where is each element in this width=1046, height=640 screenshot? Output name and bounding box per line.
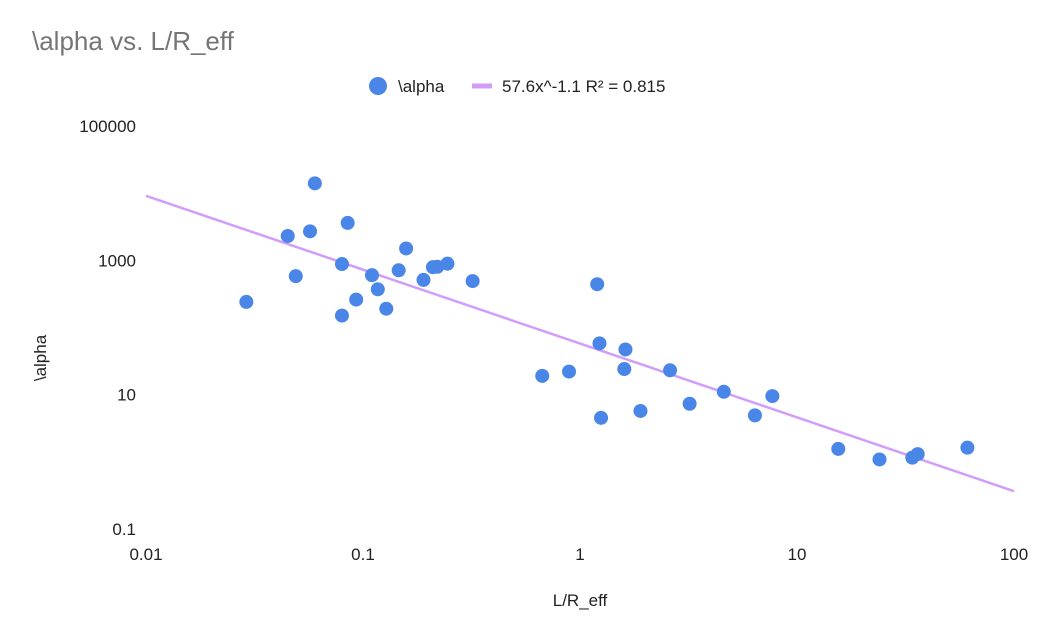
data-point — [872, 452, 887, 467]
y-axis-ticks: 0.1 10 1000 100000 — [79, 117, 136, 539]
data-points — [239, 176, 975, 467]
data-point — [682, 396, 697, 411]
data-point — [592, 336, 607, 351]
x-tick-label: 100 — [1000, 545, 1028, 564]
data-point — [307, 176, 322, 191]
data-point — [831, 441, 846, 456]
data-point — [765, 389, 780, 404]
data-point — [594, 410, 609, 425]
trendline-layer — [145, 194, 1015, 493]
data-point — [590, 277, 605, 292]
data-point — [288, 269, 303, 284]
data-point — [349, 292, 364, 307]
y-tick-label: 0.1 — [112, 520, 136, 539]
data-point — [391, 263, 406, 278]
x-axis-ticks: 0.01 0.1 1 10 100 — [129, 545, 1028, 564]
data-point — [379, 301, 394, 316]
data-point — [535, 368, 550, 383]
data-point — [364, 268, 379, 283]
y-tick-label: 100000 — [79, 117, 136, 136]
data-point — [416, 272, 431, 287]
y-tick-label: 10 — [117, 386, 136, 405]
chart-title: \alpha vs. L/R_eff — [32, 26, 235, 56]
data-point — [303, 224, 318, 239]
data-point — [960, 440, 975, 455]
y-tick-label: 1000 — [98, 251, 136, 270]
x-tick-label: 0.1 — [351, 545, 375, 564]
trendline — [145, 194, 1015, 493]
x-axis-title: L/R_eff — [553, 591, 608, 610]
data-point — [334, 257, 349, 272]
y-axis-title: \alpha — [31, 334, 50, 381]
data-point — [562, 364, 577, 379]
x-tick-label: 1 — [575, 545, 584, 564]
data-point — [280, 228, 295, 243]
data-point — [747, 408, 762, 423]
data-point — [334, 308, 349, 323]
data-point — [633, 403, 648, 418]
data-point — [663, 363, 678, 378]
data-point — [617, 362, 632, 377]
x-tick-label: 10 — [788, 545, 807, 564]
data-point — [370, 282, 385, 297]
legend-marker-alpha — [369, 77, 387, 95]
data-point — [465, 274, 480, 289]
data-point — [716, 384, 731, 399]
data-point — [239, 294, 254, 309]
data-point — [399, 241, 414, 256]
data-point — [618, 342, 633, 357]
data-point — [440, 256, 455, 271]
legend: \alpha 57.6x^-1.1 R² = 0.815 — [369, 77, 665, 96]
legend-label-trendline: 57.6x^-1.1 R² = 0.815 — [502, 77, 665, 96]
data-point — [340, 215, 355, 230]
legend-label-alpha: \alpha — [398, 77, 445, 96]
x-tick-label: 0.01 — [129, 545, 162, 564]
data-point — [910, 447, 925, 462]
